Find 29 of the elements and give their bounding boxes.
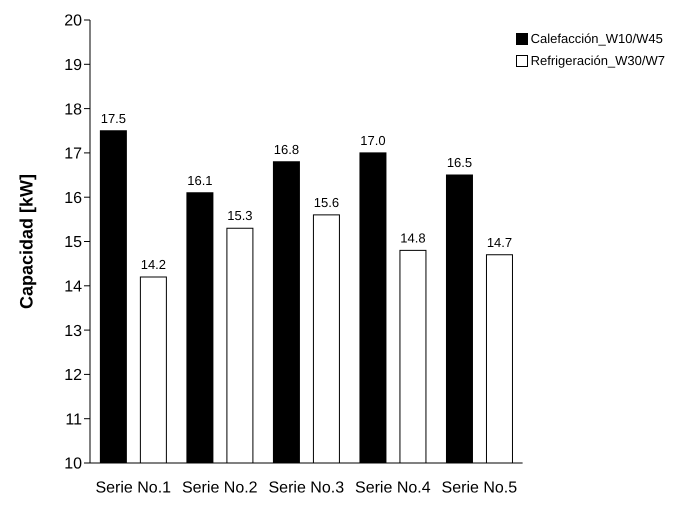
y-tick-label: 14 [64, 278, 82, 296]
data-label: 14.8 [400, 230, 426, 246]
x-tick-label: Serie No.3 [268, 479, 344, 496]
data-label: 16.5 [446, 155, 472, 170]
data-label: 14.2 [140, 256, 166, 272]
data-label: 17.5 [100, 110, 126, 126]
x-tick-label: Serie No.2 [182, 479, 258, 496]
y-tick-label: 11 [65, 411, 82, 428]
y-tick-label: 17 [64, 146, 82, 163]
y-tick-label: 18 [64, 101, 82, 118]
data-label: 16.1 [187, 172, 213, 188]
data-label: 16.8 [274, 142, 300, 157]
y-tick-label: 16 [64, 190, 82, 207]
data-label: 15.3 [227, 208, 253, 224]
data-label: 15.6 [314, 194, 340, 210]
x-tick-label: Serie No.4 [355, 479, 431, 496]
y-tick-label: 19 [64, 56, 82, 74]
x-tick-label: Serie No.5 [442, 479, 518, 496]
y-tick-label: 12 [64, 367, 82, 384]
y-tick-label: 20 [64, 12, 82, 30]
legend-label: Calefacción_W10/W45 [530, 30, 663, 48]
data-label: 14.7 [486, 234, 512, 250]
legend-label: Refrigeración_W30/W7 [530, 52, 665, 70]
x-tick-label: Serie No.1 [95, 479, 172, 496]
y-tick-label: 10 [64, 456, 82, 473]
data-label: 17.0 [360, 132, 386, 148]
y-axis-title: Capacidad [kW] [16, 174, 36, 310]
y-tick-label: 13 [64, 322, 82, 340]
y-tick-label: 15 [64, 234, 82, 252]
